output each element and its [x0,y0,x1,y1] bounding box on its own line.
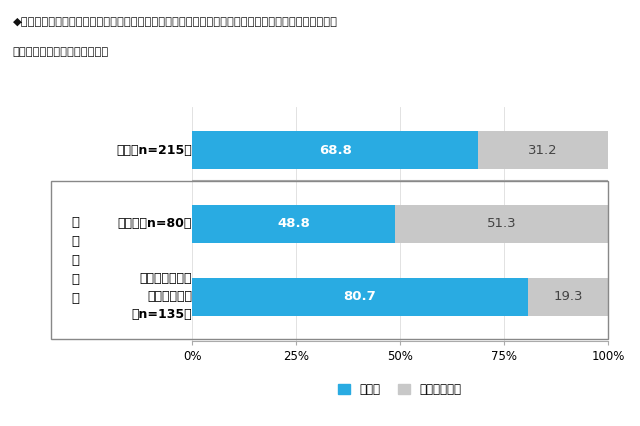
Text: ◆新型コロナウイルス感染症拡大防止のため、学校が臨時休業となってから、オンライン授業を受けたか: ◆新型コロナウイルス感染症拡大防止のため、学校が臨時休業となってから、オンライン… [13,17,338,27]
Text: 31.2: 31.2 [528,144,558,157]
Text: ［単一回答形式］　対象：学生: ［単一回答形式］ 対象：学生 [13,47,109,57]
Text: 68.8: 68.8 [319,144,351,157]
Text: 19.3: 19.3 [553,291,582,303]
Bar [192,278,528,316]
Legend: 受けた, 受けなかった: 受けた, 受けなかった [333,378,467,400]
Bar [192,204,395,243]
Bar [51,181,608,340]
Bar [395,204,609,243]
Text: 80.7: 80.7 [344,291,376,303]
Text: 51.3: 51.3 [487,217,516,230]
Bar [528,278,608,316]
Text: 大学生・短大生
・専門学校生
［n=135］: 大学生・短大生 ・専門学校生 ［n=135］ [131,272,192,321]
Text: 高校生［n=80］: 高校生［n=80］ [118,217,192,230]
Text: 全体［n=215］: 全体［n=215］ [116,144,192,157]
Text: 学
生
区
分
別: 学 生 区 分 別 [72,216,79,305]
Bar [192,131,478,170]
Bar [478,131,608,170]
Text: 48.8: 48.8 [277,217,310,230]
